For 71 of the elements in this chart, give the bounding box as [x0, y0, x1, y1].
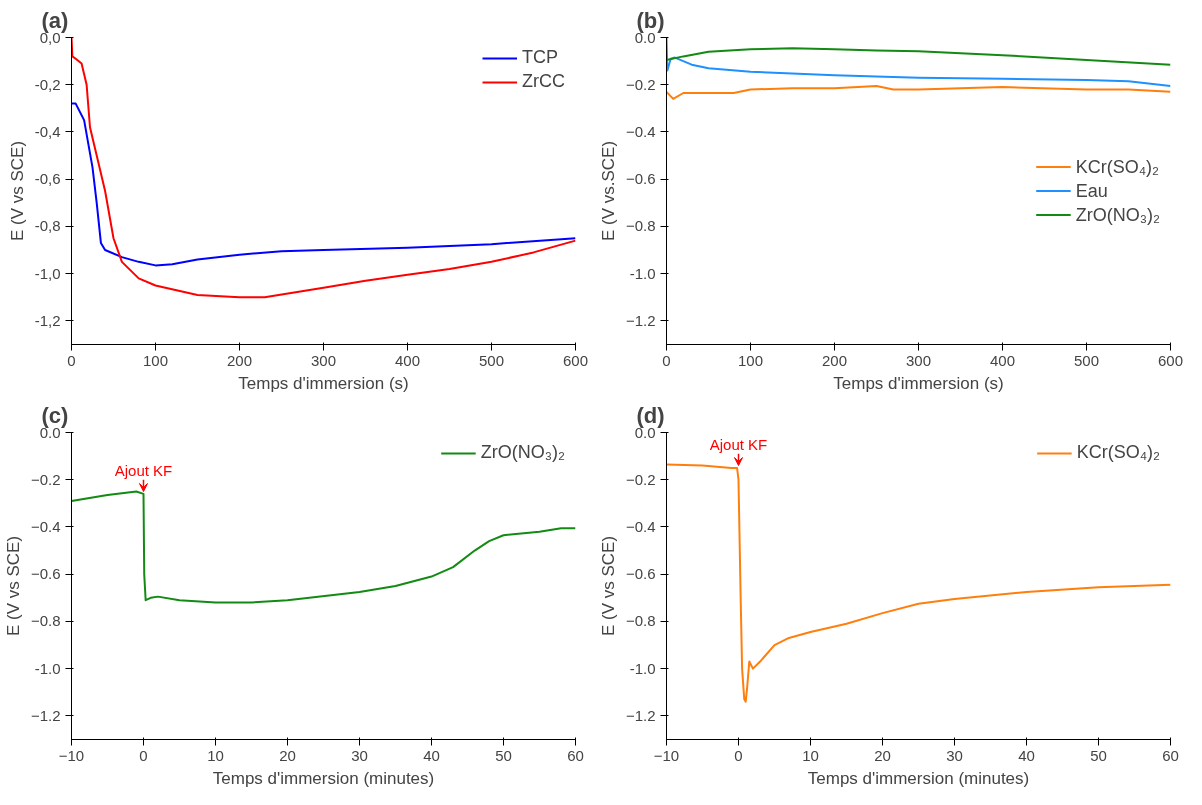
x-tick-label: 500: [478, 351, 505, 369]
y-tick-label: −0.6: [30, 565, 61, 583]
y-tick-label: −1.2: [625, 706, 656, 724]
x-axis-title: Temps d'immersion (s): [833, 373, 1004, 393]
x-tick-label: 10: [207, 746, 224, 764]
y-tick-label: −0.8: [625, 612, 656, 630]
x-tick-label: 0: [734, 746, 743, 764]
x-tick-label: −10: [58, 746, 85, 764]
y-axis-title: E (V vs.SCE): [598, 140, 618, 242]
x-tick-label: 200: [821, 351, 848, 369]
y-tick-label: -1.0: [629, 659, 656, 677]
y-tick-label: -0,4: [34, 122, 61, 140]
x-tick-label: 30: [946, 746, 963, 764]
x-tick-label: 50: [1090, 746, 1107, 764]
y-tick-label: -0,8: [34, 217, 61, 235]
y-tick-label: −0.4: [30, 517, 61, 535]
x-tick-label: 400: [989, 351, 1016, 369]
y-tick-label: -0,2: [34, 75, 61, 93]
x-tick-label: 100: [142, 351, 169, 369]
x-tick-label: 500: [1073, 351, 1100, 369]
x-tick-label: 300: [310, 351, 337, 369]
y-tick-label: -1.0: [629, 264, 656, 282]
y-tick-label: −0.2: [30, 470, 61, 488]
x-tick-label: 300: [905, 351, 932, 369]
x-tick-label: 40: [1018, 746, 1035, 764]
x-tick-label: 400: [394, 351, 421, 369]
x-tick-label: 40: [423, 746, 440, 764]
x-tick-label: 60: [1162, 746, 1179, 764]
x-tick-label: 600: [562, 351, 589, 369]
x-tick-label: 0: [139, 746, 148, 764]
y-axis-title: E (V vs SCE): [3, 535, 23, 637]
x-axis-title: Temps d'immersion (s): [238, 373, 409, 393]
y-tick-label: −0.6: [625, 170, 656, 188]
y-tick-label: -0,6: [34, 170, 61, 188]
legend-label: ZrO(NO₃)₂: [1075, 204, 1160, 225]
x-axis-title: Temps d'immersion (minutes): [807, 768, 1030, 788]
legend-label: ZrO(NO₃)₂: [480, 442, 565, 463]
legend-label: Eau: [1075, 180, 1108, 201]
legend-label: TCP: [522, 47, 558, 68]
x-tick-label: 200: [226, 351, 253, 369]
y-axis-title: E (V vs SCE): [598, 535, 618, 637]
y-axis-title: E (V vs SCE): [7, 140, 27, 242]
x-tick-label: 600: [1157, 351, 1184, 369]
x-tick-label: −10: [653, 746, 680, 764]
y-tick-label: -1,0: [34, 264, 61, 282]
y-tick-label: −0.8: [625, 217, 656, 235]
y-tick-label: −0.8: [30, 612, 61, 630]
x-axis-title: Temps d'immersion (minutes): [212, 768, 435, 788]
x-tick-label: 30: [351, 746, 368, 764]
y-tick-label: −0.4: [625, 122, 656, 140]
legend-label: KCr(SO₄)₂: [1076, 442, 1160, 463]
legend-label: ZrCC: [522, 71, 565, 92]
y-tick-label: -1.0: [34, 659, 61, 677]
y-tick-label: −0.6: [625, 565, 656, 583]
legend-label: KCr(SO₄)₂: [1075, 156, 1160, 177]
x-tick-label: 0: [67, 351, 76, 369]
y-tick-label: −0.2: [625, 75, 656, 93]
x-tick-label: 20: [279, 746, 296, 764]
x-tick-label: 0: [662, 351, 671, 369]
x-tick-label: 20: [874, 746, 891, 764]
annotation: Ajout KF: [709, 435, 768, 453]
x-tick-label: 50: [495, 746, 512, 764]
y-tick-label: −0.2: [625, 470, 656, 488]
annotation: Ajout KF: [114, 461, 173, 479]
x-tick-label: 100: [737, 351, 764, 369]
y-tick-label: −1.2: [625, 311, 656, 329]
x-tick-label: 10: [802, 746, 819, 764]
y-tick-label: −1.2: [30, 706, 61, 724]
x-tick-label: 60: [567, 746, 584, 764]
y-tick-label: -1,2: [34, 311, 61, 329]
y-tick-label: −0.4: [625, 517, 656, 535]
